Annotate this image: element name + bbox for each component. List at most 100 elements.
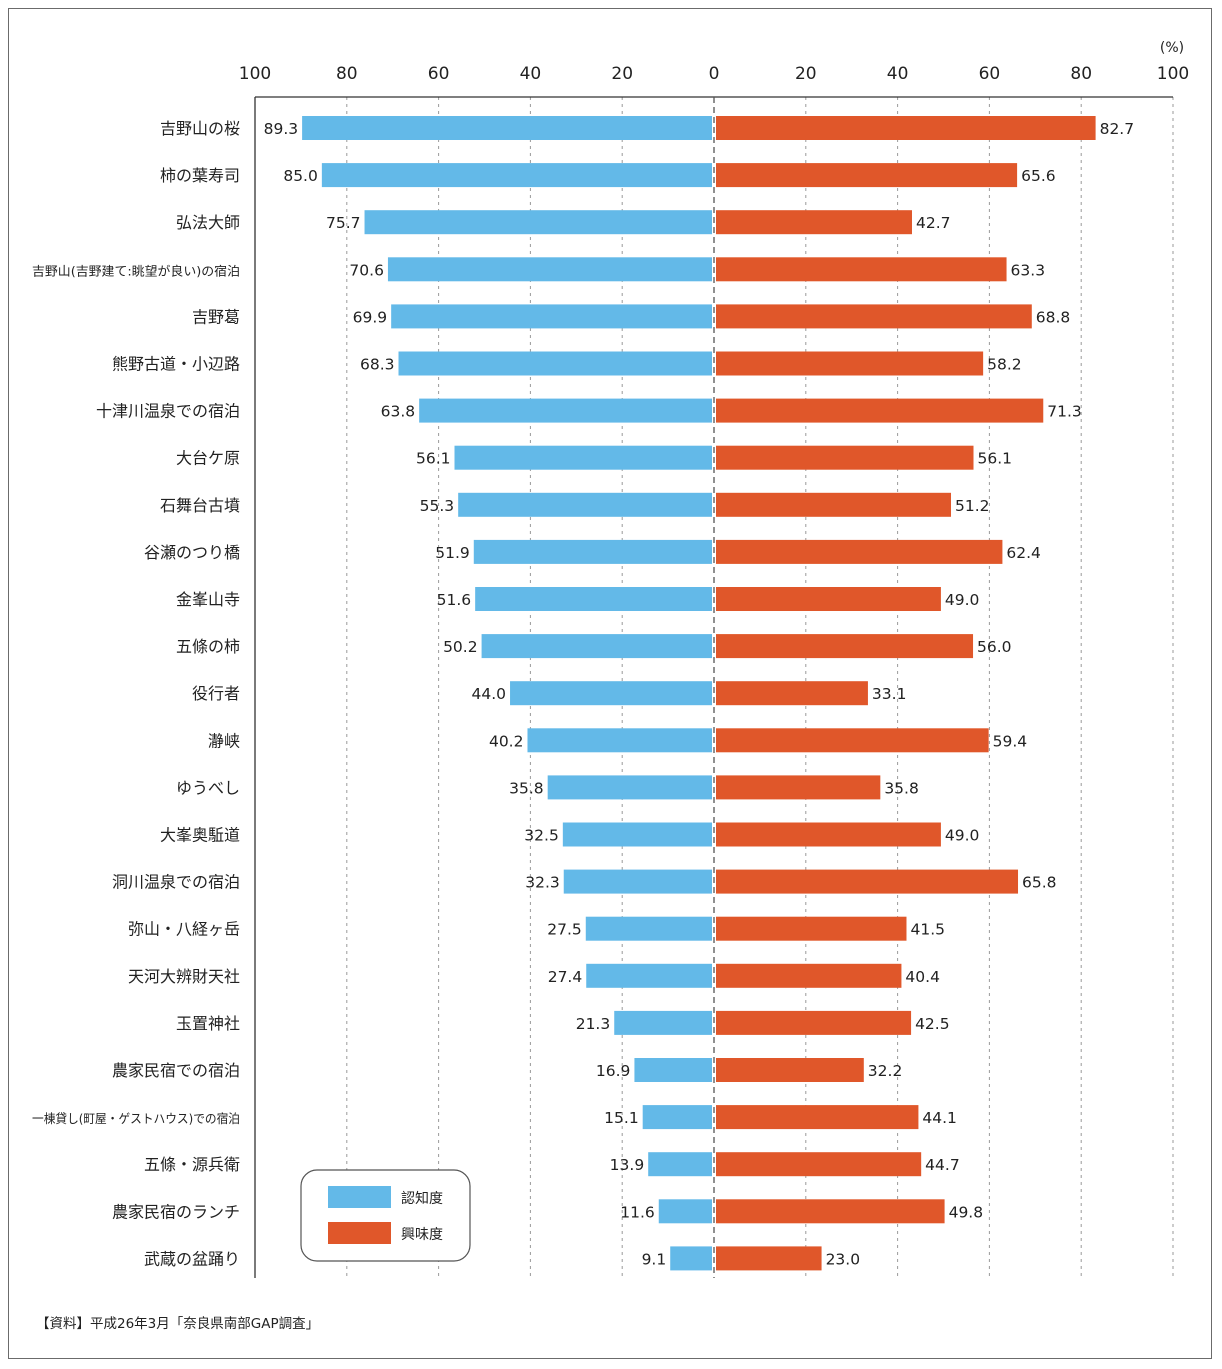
value-label-interest: 49.8 bbox=[949, 1203, 984, 1221]
bar-interest bbox=[716, 587, 941, 611]
x-tick-label: 60 bbox=[979, 64, 1001, 84]
bar-interest bbox=[716, 681, 868, 706]
value-label-awareness: 13.9 bbox=[610, 1156, 645, 1174]
value-label-awareness: 55.3 bbox=[420, 497, 455, 515]
axes bbox=[254, 96, 1173, 1278]
bar-interest bbox=[716, 1105, 919, 1130]
category-label: 五條・源兵衛 bbox=[144, 1155, 240, 1174]
bar-interest bbox=[716, 492, 952, 517]
category-label: 吉野葛 bbox=[192, 307, 240, 326]
bar-awareness bbox=[670, 1246, 712, 1271]
category-label: ゆうべし bbox=[176, 778, 240, 797]
bar-interest bbox=[716, 1199, 945, 1224]
value-label-interest: 59.4 bbox=[993, 732, 1028, 750]
legend: 認知度 興味度 bbox=[300, 1169, 471, 1262]
x-tick-label: 20 bbox=[795, 64, 817, 84]
legend-swatch-interest bbox=[328, 1222, 391, 1244]
bar-interest bbox=[716, 398, 1044, 423]
category-label: 弥山・八経ヶ岳 bbox=[128, 920, 240, 939]
bar-interest bbox=[716, 1010, 912, 1035]
value-label-awareness: 56.1 bbox=[416, 450, 451, 468]
bar-awareness bbox=[458, 492, 712, 517]
bars bbox=[302, 116, 1096, 1271]
value-label-interest: 40.4 bbox=[905, 968, 940, 986]
value-label-interest: 65.6 bbox=[1021, 167, 1056, 185]
category-label: 柿の葉寿司 bbox=[160, 166, 240, 185]
legend-label-interest: 興味度 bbox=[401, 1227, 443, 1243]
value-label-awareness: 85.0 bbox=[283, 167, 318, 185]
bar-interest bbox=[716, 1152, 922, 1177]
category-label: 金峯山寺 bbox=[176, 590, 240, 609]
category-label: 吉野山(吉野建て:眺望が良い)の宿泊 bbox=[32, 263, 240, 278]
value-label-awareness: 11.6 bbox=[620, 1203, 655, 1221]
value-label-awareness: 50.2 bbox=[443, 638, 478, 656]
value-label-awareness: 63.8 bbox=[381, 403, 416, 421]
category-label: 熊野古道・小辺路 bbox=[112, 355, 240, 374]
bar-awareness bbox=[658, 1199, 712, 1224]
bar-awareness bbox=[364, 210, 712, 235]
legend-swatch-awareness bbox=[328, 1186, 391, 1208]
bar-interest bbox=[716, 869, 1019, 894]
value-label-interest: 71.3 bbox=[1047, 403, 1082, 421]
bar-awareness bbox=[585, 916, 712, 941]
bar-interest bbox=[716, 304, 1032, 329]
bar-interest bbox=[716, 1246, 822, 1271]
value-label-interest: 68.8 bbox=[1036, 308, 1071, 326]
value-label-interest: 35.8 bbox=[884, 779, 919, 797]
bar-interest bbox=[716, 775, 881, 800]
bar-awareness bbox=[481, 634, 712, 659]
bar-interest bbox=[716, 822, 941, 847]
bar-awareness bbox=[473, 539, 712, 564]
category-label: 一棟貸し(町屋・ゲストハウス)での宿泊 bbox=[32, 1111, 240, 1126]
value-label-interest: 49.0 bbox=[945, 591, 980, 609]
x-tick-label: 80 bbox=[336, 64, 358, 84]
value-label-interest: 56.0 bbox=[977, 638, 1012, 656]
value-label-awareness: 21.3 bbox=[576, 1015, 611, 1033]
bar-awareness bbox=[454, 445, 712, 470]
bar-awareness bbox=[562, 822, 712, 847]
value-label-interest: 42.5 bbox=[915, 1015, 950, 1033]
value-label-interest: 44.1 bbox=[922, 1109, 957, 1127]
value-label-interest: 42.7 bbox=[916, 214, 951, 232]
x-tick-label: 0 bbox=[709, 64, 720, 84]
bar-interest bbox=[716, 539, 1003, 564]
bar-awareness bbox=[321, 163, 712, 188]
value-label-awareness: 32.5 bbox=[524, 827, 559, 845]
value-label-awareness: 40.2 bbox=[489, 732, 524, 750]
bar-awareness bbox=[648, 1152, 712, 1177]
bar-awareness bbox=[642, 1105, 712, 1130]
value-label-awareness: 35.8 bbox=[509, 779, 544, 797]
value-label-interest: 62.4 bbox=[1006, 544, 1041, 562]
value-label-interest: 32.2 bbox=[868, 1062, 903, 1080]
legend-box bbox=[300, 1169, 471, 1262]
bar-awareness bbox=[387, 257, 712, 282]
x-tick-label: 80 bbox=[1070, 64, 1092, 84]
value-label-interest: 41.5 bbox=[910, 921, 945, 939]
bar-interest bbox=[716, 210, 912, 235]
bar-awareness bbox=[563, 869, 712, 894]
bar-awareness bbox=[547, 775, 712, 800]
value-label-interest: 82.7 bbox=[1100, 120, 1135, 138]
category-label: 洞川温泉での宿泊 bbox=[112, 873, 240, 892]
x-tick-label: 40 bbox=[520, 64, 542, 84]
bar-interest bbox=[716, 634, 974, 659]
value-label-interest: 33.1 bbox=[872, 685, 907, 703]
category-label: 弘法大師 bbox=[176, 213, 240, 232]
value-label-awareness: 68.3 bbox=[360, 356, 395, 374]
value-label-awareness: 27.5 bbox=[547, 921, 582, 939]
bar-awareness bbox=[634, 1058, 712, 1082]
value-label-awareness: 51.9 bbox=[435, 544, 470, 562]
value-label-interest: 51.2 bbox=[955, 497, 990, 515]
x-tick-label: 60 bbox=[428, 64, 450, 84]
bar-interest bbox=[716, 728, 989, 753]
category-label: 農家民宿での宿泊 bbox=[112, 1061, 240, 1080]
value-label-interest: 56.1 bbox=[977, 450, 1012, 468]
category-label: 十津川温泉での宿泊 bbox=[96, 402, 240, 421]
value-label-awareness: 89.3 bbox=[264, 120, 299, 138]
bar-awareness bbox=[475, 587, 712, 611]
bar-awareness bbox=[586, 963, 712, 988]
legend-label-awareness: 認知度 bbox=[401, 1190, 443, 1207]
category-label: 石舞台古墳 bbox=[160, 496, 240, 515]
value-label-awareness: 70.6 bbox=[349, 261, 384, 279]
